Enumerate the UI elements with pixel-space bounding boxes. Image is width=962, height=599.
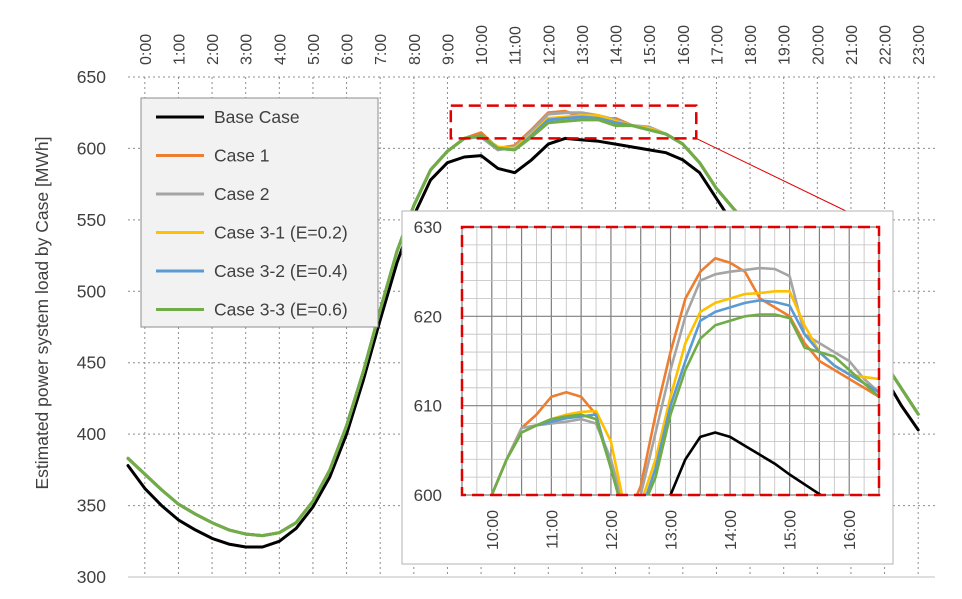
y-tick-label: 450 bbox=[77, 353, 106, 373]
x-tick-label: 7:00 bbox=[373, 34, 390, 65]
inset-x-tick-label: 14:00 bbox=[723, 510, 740, 550]
inset-zoom-chart: 600 610 620 630 10:00 11:00 12:00 13:00 14:00 15:… bbox=[401, 210, 894, 565]
legend-label: Case 3-3 (E=0.6) bbox=[214, 300, 348, 320]
inset-y-tick-label: 610 bbox=[414, 397, 442, 416]
legend-label: Case 3-1 (E=0.2) bbox=[214, 223, 348, 243]
inset-zoom-frame bbox=[460, 225, 881, 497]
x-tick-label: 20:00 bbox=[810, 25, 827, 65]
x-tick-label: 14:00 bbox=[609, 25, 626, 65]
inset-x-tick-label: 10:00 bbox=[485, 510, 502, 550]
y-tick-label: 350 bbox=[77, 496, 106, 516]
y-tick-label: 550 bbox=[77, 210, 106, 230]
inset-series-line bbox=[490, 313, 879, 495]
inset-y-tick-label: 600 bbox=[414, 486, 442, 505]
inset-x-tick-label: 12:00 bbox=[604, 510, 621, 550]
x-tick-label: 19:00 bbox=[777, 25, 794, 65]
x-tick-label: 18:00 bbox=[743, 25, 760, 65]
x-tick-label: 23:00 bbox=[911, 25, 928, 65]
x-tick-label: 3:00 bbox=[239, 34, 256, 65]
x-tick-label: 5:00 bbox=[306, 34, 323, 65]
inset-x-tick-label: 16:00 bbox=[842, 510, 859, 550]
inset-x-tick-label: 15:00 bbox=[783, 510, 800, 550]
x-tick-label: 8:00 bbox=[407, 34, 424, 65]
x-tick-label: 17:00 bbox=[709, 25, 726, 65]
legend-label: Case 2 bbox=[214, 184, 269, 204]
inset-series-line bbox=[490, 257, 879, 495]
x-tick-label: 21:00 bbox=[844, 25, 861, 65]
x-tick-label: 13:00 bbox=[575, 25, 592, 65]
x-tick-label: 15:00 bbox=[642, 25, 659, 65]
legend-label: Case 1 bbox=[214, 146, 269, 166]
y-tick-label: 650 bbox=[77, 67, 106, 87]
y-tick-label: 400 bbox=[77, 424, 106, 444]
y-tick-label: 500 bbox=[77, 281, 106, 301]
zoom-box bbox=[449, 104, 698, 140]
legend-label: Base Case bbox=[214, 107, 300, 127]
x-tick-label: 1:00 bbox=[171, 34, 188, 65]
x-tick-label: 2:00 bbox=[205, 34, 222, 65]
x-tick-label: 12:00 bbox=[541, 25, 558, 65]
x-tick-label: 11:00 bbox=[508, 26, 525, 65]
y-axis-title: Estimated power system load by Case [MWh… bbox=[32, 136, 52, 489]
legend-box bbox=[140, 97, 379, 328]
x-tick-label: 6:00 bbox=[340, 34, 357, 65]
y-tick-label: 300 bbox=[77, 567, 106, 587]
inset-series-line bbox=[669, 431, 824, 495]
x-tick-label: 0:00 bbox=[138, 34, 155, 65]
inset-x-tick-label: 13:00 bbox=[664, 510, 681, 550]
inset-y-tick-label: 620 bbox=[414, 307, 442, 326]
x-tick-label: 16:00 bbox=[676, 25, 693, 65]
legend-label: Case 3-2 (E=0.4) bbox=[214, 261, 348, 281]
inset-y-tick-label: 630 bbox=[414, 218, 442, 237]
x-tick-label: 4:00 bbox=[272, 34, 289, 65]
x-tick-label: 9:00 bbox=[440, 34, 457, 65]
legend: Base Case Case 1 Case 2 Case 3-1 (E=0.2) Cas… bbox=[140, 97, 379, 328]
x-tick-label: 22:00 bbox=[878, 25, 895, 65]
y-tick-label: 600 bbox=[77, 138, 106, 158]
main-axes: 0:00 1:00 2:00 3:00 4:00 5:00 6:00 7:00 8:00 9:00… bbox=[77, 25, 935, 587]
x-tick-label: 10:00 bbox=[474, 25, 491, 65]
inset-x-tick-label: 11:00 bbox=[544, 510, 561, 549]
inset-plot-lines bbox=[490, 257, 879, 495]
